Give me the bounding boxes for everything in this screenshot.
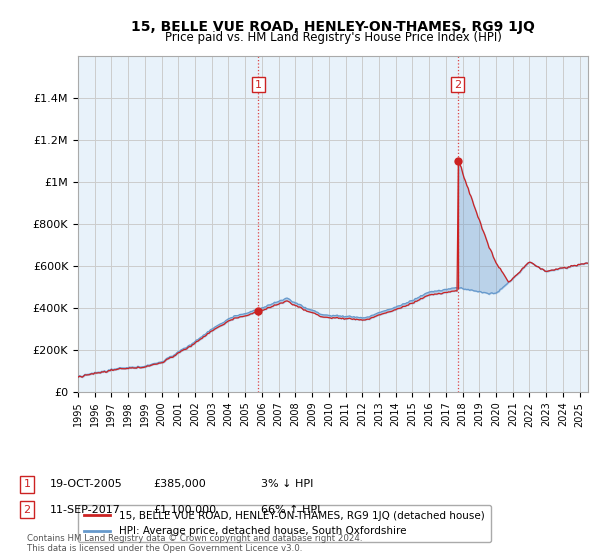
Text: Contains HM Land Registry data © Crown copyright and database right 2024.
This d: Contains HM Land Registry data © Crown c… xyxy=(27,534,362,553)
Text: 3% ↓ HPI: 3% ↓ HPI xyxy=(261,479,313,489)
Text: Price paid vs. HM Land Registry's House Price Index (HPI): Price paid vs. HM Land Registry's House … xyxy=(164,31,502,44)
Text: 2: 2 xyxy=(23,505,31,515)
Text: £385,000: £385,000 xyxy=(153,479,206,489)
Text: 19-OCT-2005: 19-OCT-2005 xyxy=(50,479,122,489)
Text: 1: 1 xyxy=(255,80,262,90)
Text: 2: 2 xyxy=(454,80,461,90)
Text: 11-SEP-2017: 11-SEP-2017 xyxy=(50,505,121,515)
Text: £1,100,000: £1,100,000 xyxy=(153,505,216,515)
Text: 66% ↑ HPI: 66% ↑ HPI xyxy=(261,505,320,515)
Legend: 15, BELLE VUE ROAD, HENLEY-ON-THAMES, RG9 1JQ (detached house), HPI: Average pri: 15, BELLE VUE ROAD, HENLEY-ON-THAMES, RG… xyxy=(78,505,491,543)
Text: 15, BELLE VUE ROAD, HENLEY-ON-THAMES, RG9 1JQ: 15, BELLE VUE ROAD, HENLEY-ON-THAMES, RG… xyxy=(131,20,535,34)
Text: 1: 1 xyxy=(23,479,31,489)
